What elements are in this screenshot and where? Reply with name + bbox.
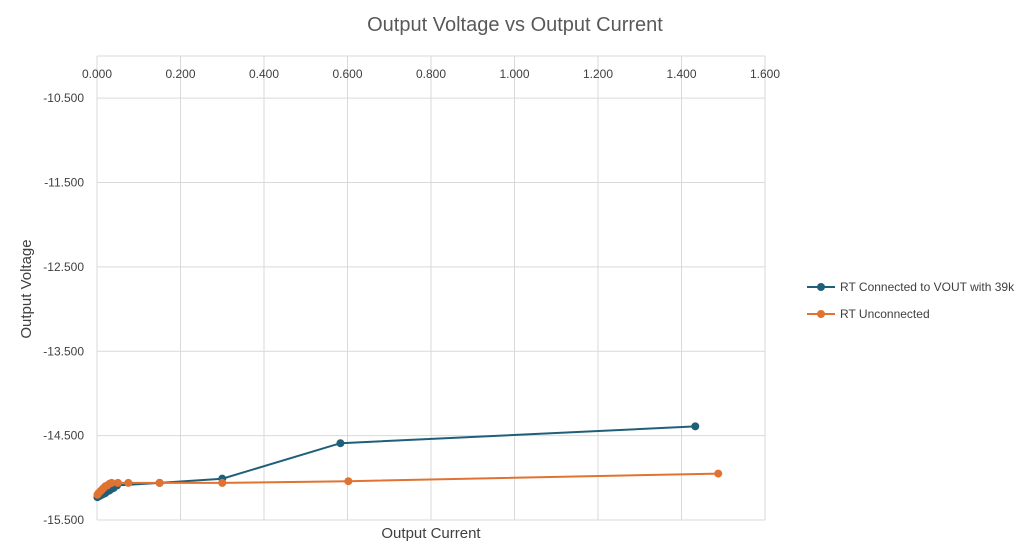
- series-2: [93, 469, 723, 499]
- legend-item: RT Unconnected: [807, 307, 930, 321]
- y-tick-label: -13.500: [43, 344, 84, 358]
- x-axis-label: Output Current: [381, 525, 481, 541]
- y-tick-label: -14.500: [43, 429, 84, 443]
- y-tick-label: -10.500: [43, 91, 84, 105]
- plot-series: [93, 422, 723, 502]
- y-tick-label: -12.500: [43, 260, 84, 274]
- data-point: [691, 422, 700, 431]
- data-point: [124, 478, 133, 487]
- x-tick-label: 1.200: [583, 67, 613, 81]
- x-tick-label: 0.000: [82, 67, 112, 81]
- legend: RT Connected to VOUT with 39k RT Unconnec…: [807, 280, 1015, 321]
- data-point: [107, 478, 116, 487]
- x-tick-label: 0.200: [165, 67, 195, 81]
- y-axis-tick-labels: -10.500 -11.500 -12.500 -13.500 -14.500 -15.5…: [43, 91, 84, 527]
- y-tick-label: -15.500: [43, 513, 84, 527]
- x-tick-label: 0.800: [416, 67, 446, 81]
- y-axis-label: Output Voltage: [18, 239, 35, 338]
- x-axis-tick-labels: 0.000 0.200 0.400 0.600 0.800 1.000 1.200 1.400…: [82, 67, 780, 81]
- data-point: [714, 469, 723, 478]
- data-point: [113, 478, 122, 487]
- x-tick-label: 1.600: [750, 67, 780, 81]
- data-point: [336, 439, 345, 448]
- data-point: [155, 478, 164, 487]
- legend-item: RT Connected to VOUT with 39k: [807, 280, 1015, 294]
- x-tick-label: 0.600: [332, 67, 362, 81]
- series-line: [96, 425, 696, 499]
- series-line: [96, 472, 719, 496]
- series-1: [93, 422, 700, 502]
- legend-label: RT Unconnected: [840, 307, 930, 321]
- grid-lines: [96, 55, 766, 521]
- legend-swatch-marker: [817, 310, 825, 318]
- data-point: [344, 477, 353, 486]
- y-tick-label: -11.500: [44, 176, 84, 190]
- legend-swatch-marker: [817, 283, 825, 291]
- data-point: [218, 478, 227, 487]
- x-tick-label: 0.400: [249, 67, 279, 81]
- chart-title: Output Voltage vs Output Current: [367, 14, 663, 36]
- x-tick-label: 1.000: [499, 67, 529, 81]
- x-tick-label: 1.400: [666, 67, 696, 81]
- legend-label: RT Connected to VOUT with 39k: [840, 280, 1015, 294]
